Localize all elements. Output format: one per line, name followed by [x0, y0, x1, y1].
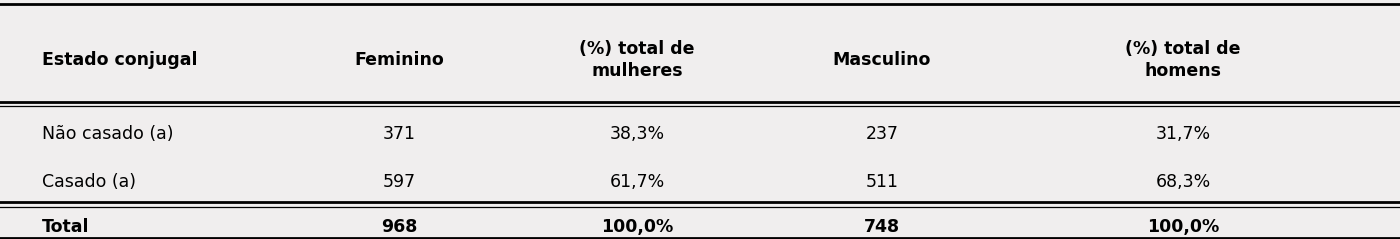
- Text: 100,0%: 100,0%: [601, 218, 673, 236]
- Text: 968: 968: [381, 218, 417, 236]
- Text: (%) total de
homens: (%) total de homens: [1126, 40, 1240, 80]
- Text: Casado (a): Casado (a): [42, 173, 136, 191]
- Text: 597: 597: [382, 173, 416, 191]
- Text: Masculino: Masculino: [833, 51, 931, 69]
- Text: 31,7%: 31,7%: [1155, 125, 1211, 143]
- Text: 61,7%: 61,7%: [609, 173, 665, 191]
- Text: 511: 511: [865, 173, 899, 191]
- Text: Feminino: Feminino: [354, 51, 444, 69]
- Text: 68,3%: 68,3%: [1155, 173, 1211, 191]
- Text: 38,3%: 38,3%: [609, 125, 665, 143]
- Text: (%) total de
mulheres: (%) total de mulheres: [580, 40, 694, 80]
- Text: 371: 371: [382, 125, 416, 143]
- Text: Não casado (a): Não casado (a): [42, 125, 174, 143]
- Text: Total: Total: [42, 218, 90, 236]
- Text: Estado conjugal: Estado conjugal: [42, 51, 197, 69]
- Text: 748: 748: [864, 218, 900, 236]
- Text: 100,0%: 100,0%: [1147, 218, 1219, 236]
- Text: 237: 237: [865, 125, 899, 143]
